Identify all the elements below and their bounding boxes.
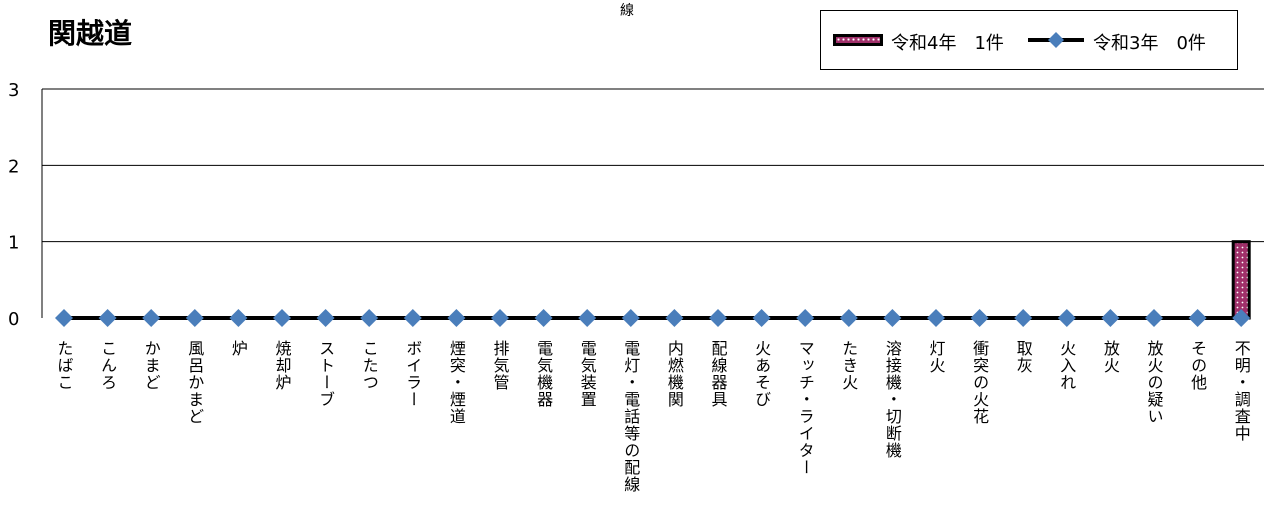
line-marker [1145, 309, 1163, 327]
x-tick-label: その他 [1188, 340, 1207, 391]
line-marker [839, 309, 858, 327]
y-tick-label: 0 [8, 309, 19, 330]
legend-bar-label: 令和4年 1件 [891, 33, 1004, 54]
x-tick-label: たばこ [55, 340, 74, 391]
line-marker [883, 309, 902, 327]
line-marker [447, 309, 466, 327]
line-marker [1188, 309, 1207, 327]
line-marker [534, 309, 553, 327]
chart-title: 関越道 [48, 17, 133, 50]
line-marker [621, 309, 640, 327]
line-marker [98, 309, 117, 327]
x-tick-label: 煙突・煙道 [447, 340, 466, 425]
x-tick-label: 風呂かまど [185, 340, 204, 425]
line-marker [55, 309, 73, 327]
line-marker [1014, 309, 1033, 327]
line-marker [185, 309, 204, 327]
line-marker [273, 309, 291, 327]
x-tick-label: ストーブ [316, 340, 335, 408]
x-tick-label: たき火 [839, 340, 858, 391]
x-tick-label: 不明・調査中 [1232, 340, 1251, 442]
line-marker [142, 309, 161, 327]
x-tick-label: 取灰 [1014, 340, 1033, 374]
x-tick-label: 炉 [229, 340, 248, 357]
x-tick-label: ボイラー [403, 340, 422, 408]
x-tick-label: 電灯・電話等の配線 [621, 340, 640, 493]
line-marker [752, 309, 771, 327]
x-tick-label: 灯火 [927, 340, 946, 374]
x-tick-label: こたつ [360, 340, 379, 391]
legend-line-label: 令和3年 0件 [1093, 33, 1206, 54]
legend-line-swatch [1028, 32, 1084, 48]
line-marker [709, 309, 727, 327]
x-tick-label: 配線器具 [709, 340, 728, 408]
line-marker [316, 309, 335, 327]
y-tick-label: 3 [8, 80, 19, 101]
line-marker [403, 309, 422, 327]
y-tick-label: 2 [8, 156, 19, 177]
line-marker [491, 309, 509, 327]
x-tick-label: 火入れ [1057, 340, 1076, 391]
line-marker [927, 309, 945, 327]
line-marker [1232, 309, 1251, 327]
line-marker [360, 309, 379, 327]
x-tick-label: 衝突の火花 [970, 340, 989, 425]
x-tick-label: 焼却炉 [273, 340, 292, 391]
stray-label: 線 [620, 3, 634, 19]
y-tick-label: 1 [8, 233, 19, 254]
x-tick-label: 放火の疑い [1145, 340, 1164, 425]
line-marker [578, 309, 597, 327]
line-marker [665, 309, 684, 327]
x-tick-label: 放火 [1101, 340, 1120, 374]
x-tick-label: 電気機器 [534, 340, 553, 408]
x-tick-label: 火あそび [752, 340, 771, 408]
x-tick-label: 内燃機関 [665, 340, 684, 408]
x-tick-label: 電気装置 [578, 340, 597, 408]
x-tick-label: 溶接機・切断機 [883, 340, 902, 459]
line-marker [970, 309, 989, 327]
x-tick-label: 排気管 [491, 340, 510, 391]
line-marker [796, 309, 815, 327]
x-tick-label: マッチ・ライター [796, 340, 815, 476]
bar [1231, 240, 1251, 320]
legend: 令和4年 1件 令和3年 0件 [820, 10, 1238, 70]
line-marker [1101, 309, 1120, 327]
x-tick-label: こんろ [98, 340, 117, 391]
x-tick-label: かまど [142, 340, 161, 391]
line-marker [229, 309, 248, 327]
line-marker [1057, 309, 1076, 327]
legend-bar-swatch [833, 34, 883, 46]
